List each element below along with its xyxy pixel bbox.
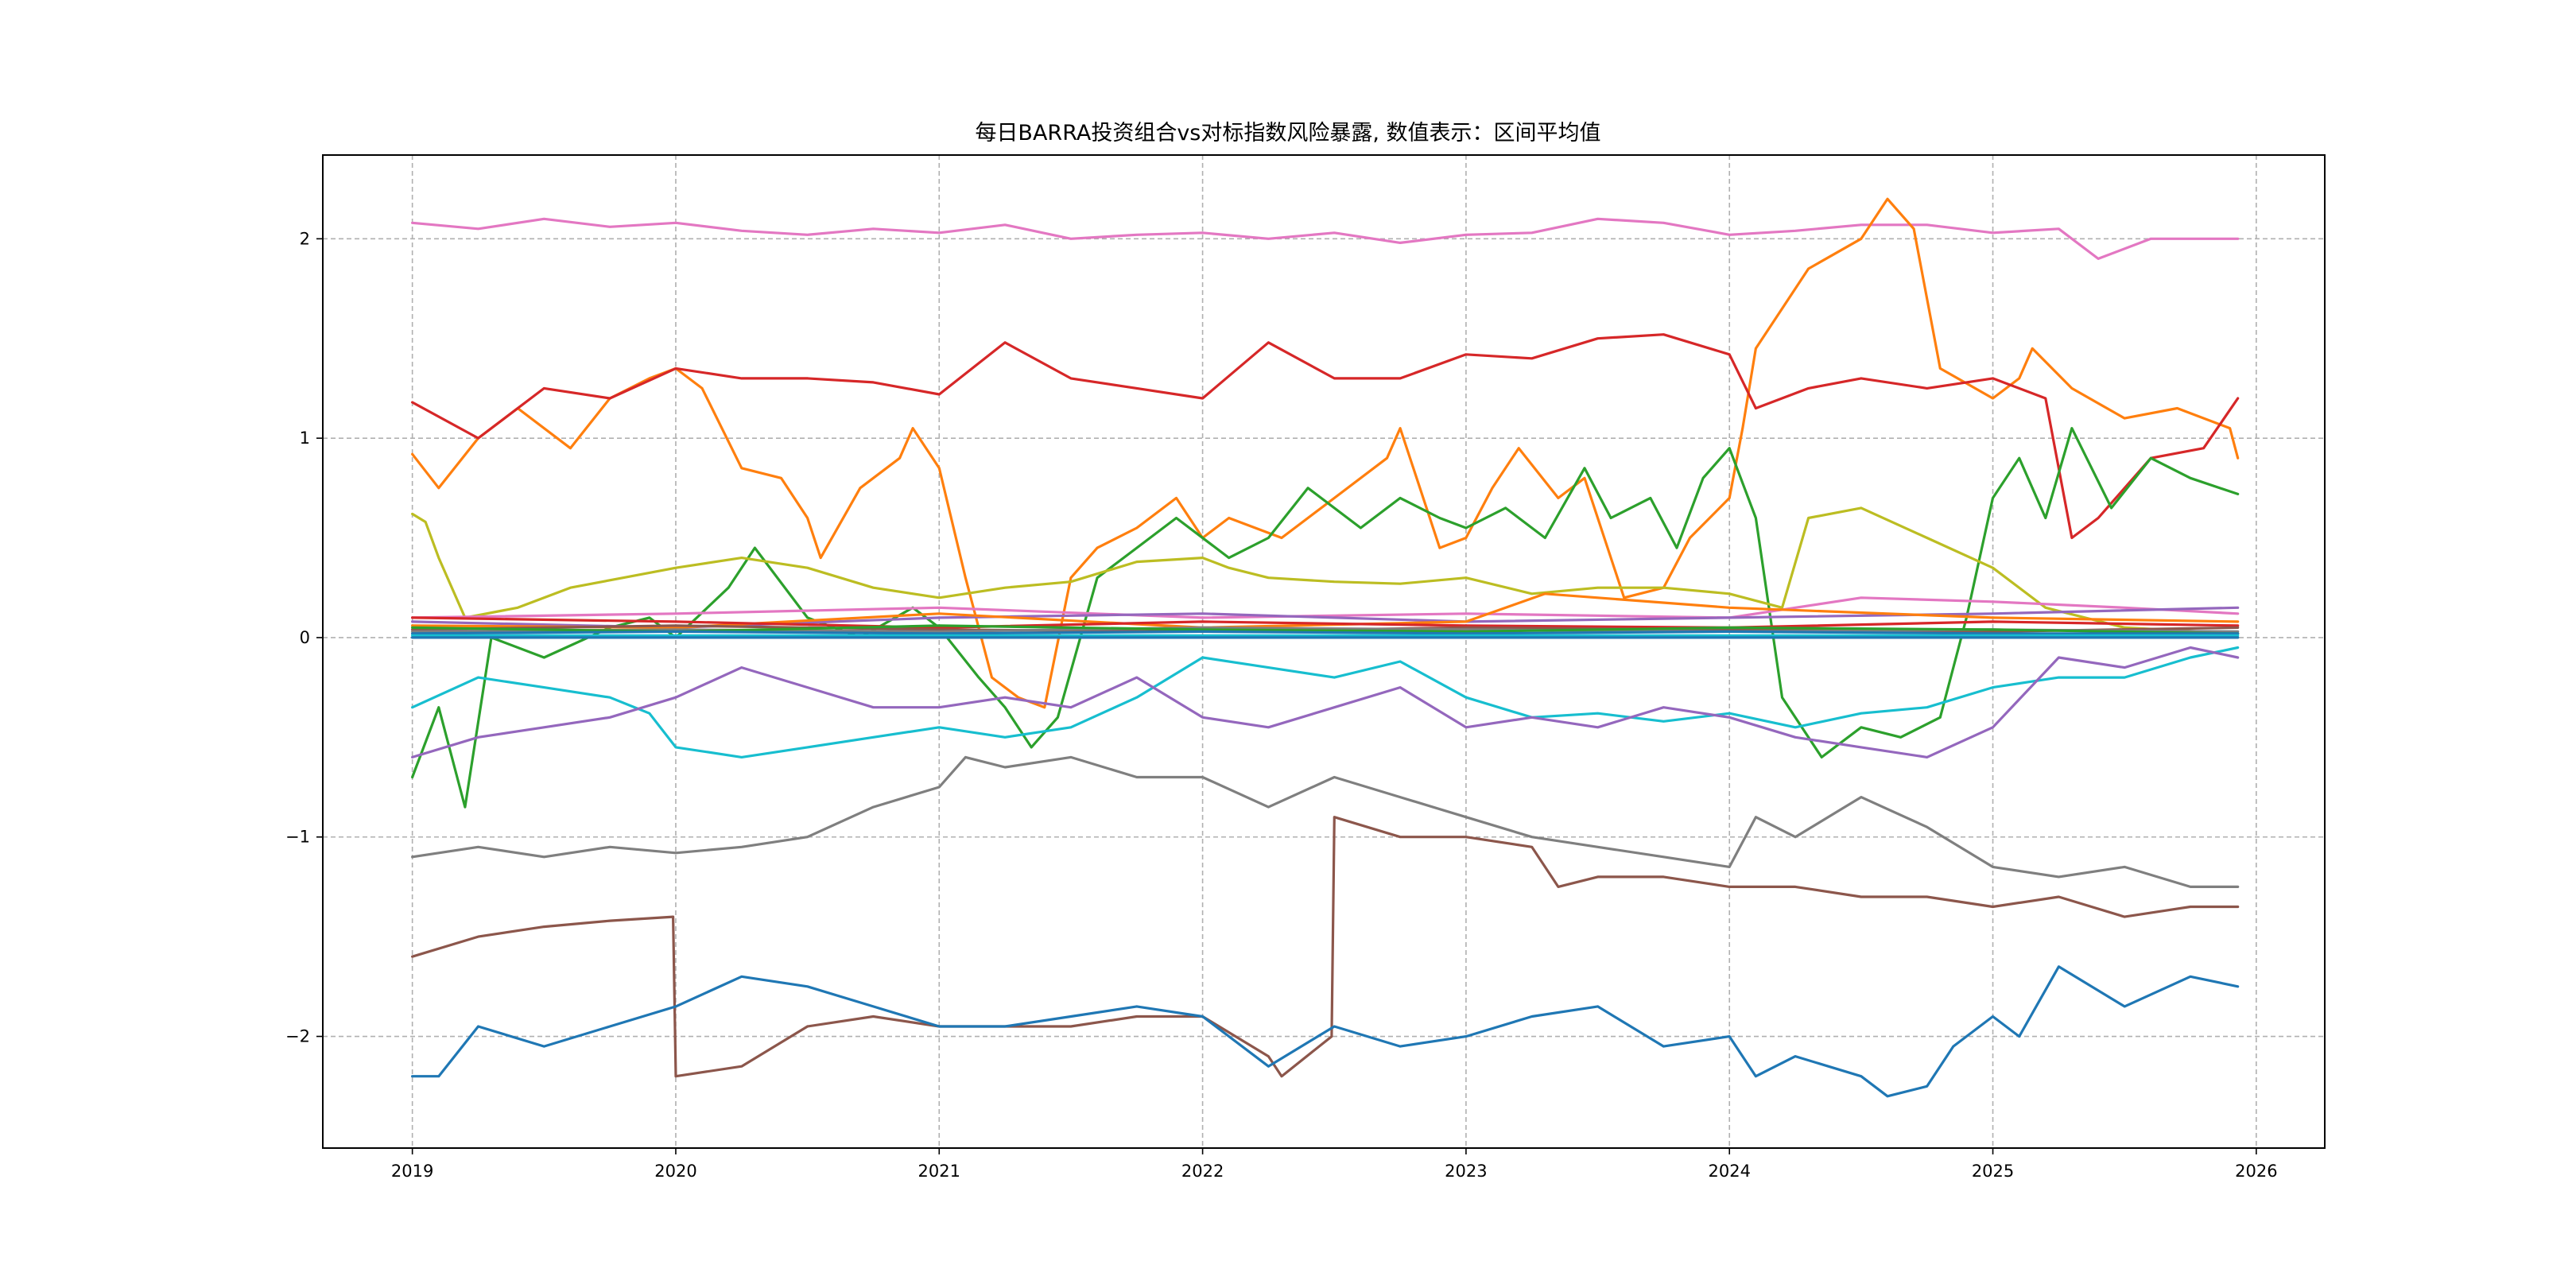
series-line-9 [410, 816, 2240, 1078]
series-line-2 [410, 197, 2240, 709]
x-tick-label: 2025 [1972, 1162, 2014, 1181]
x-tick-label: 2022 [1181, 1162, 1224, 1181]
series-line-14 [410, 616, 2240, 630]
y-tick-label: 0 [300, 628, 310, 647]
x-tick-label: 2026 [2235, 1162, 2277, 1181]
series-line-5 [410, 506, 2240, 635]
series-line-6 [410, 646, 2240, 759]
y-tick-label: 1 [300, 429, 310, 448]
series-line-7 [410, 646, 2240, 759]
chart-title: 每日BARRA投资组合vs对标指数风险暴露, 数值表示：区间平均值 [975, 121, 1600, 145]
series-line-3 [410, 333, 2240, 540]
x-tick-label: 2023 [1445, 1162, 1487, 1181]
series-line-11 [410, 596, 2240, 619]
axes-frame [322, 154, 2326, 1149]
series-line-10 [410, 965, 2240, 1098]
y-tick-label: 2 [300, 229, 310, 248]
x-tick-label: 2021 [918, 1162, 960, 1181]
x-tick-label: 2020 [654, 1162, 696, 1181]
grid-lines [323, 155, 2325, 1148]
series-lines [410, 197, 2240, 1098]
axis-ticks: 2019 2020 2021 2022 2023 2024 2025 2026 −2 −1 0 1 2 [285, 229, 2278, 1181]
y-tick-label: −1 [285, 828, 310, 847]
x-tick-label: 2024 [1708, 1162, 1750, 1181]
series-line-17 [410, 624, 2240, 635]
series-line-1 [410, 217, 2240, 260]
series-line-8 [410, 755, 2240, 889]
x-tick-label: 2019 [391, 1162, 433, 1181]
y-tick-label: −2 [285, 1027, 310, 1046]
series-line-4 [410, 426, 2240, 809]
series-line-18 [410, 630, 2240, 635]
